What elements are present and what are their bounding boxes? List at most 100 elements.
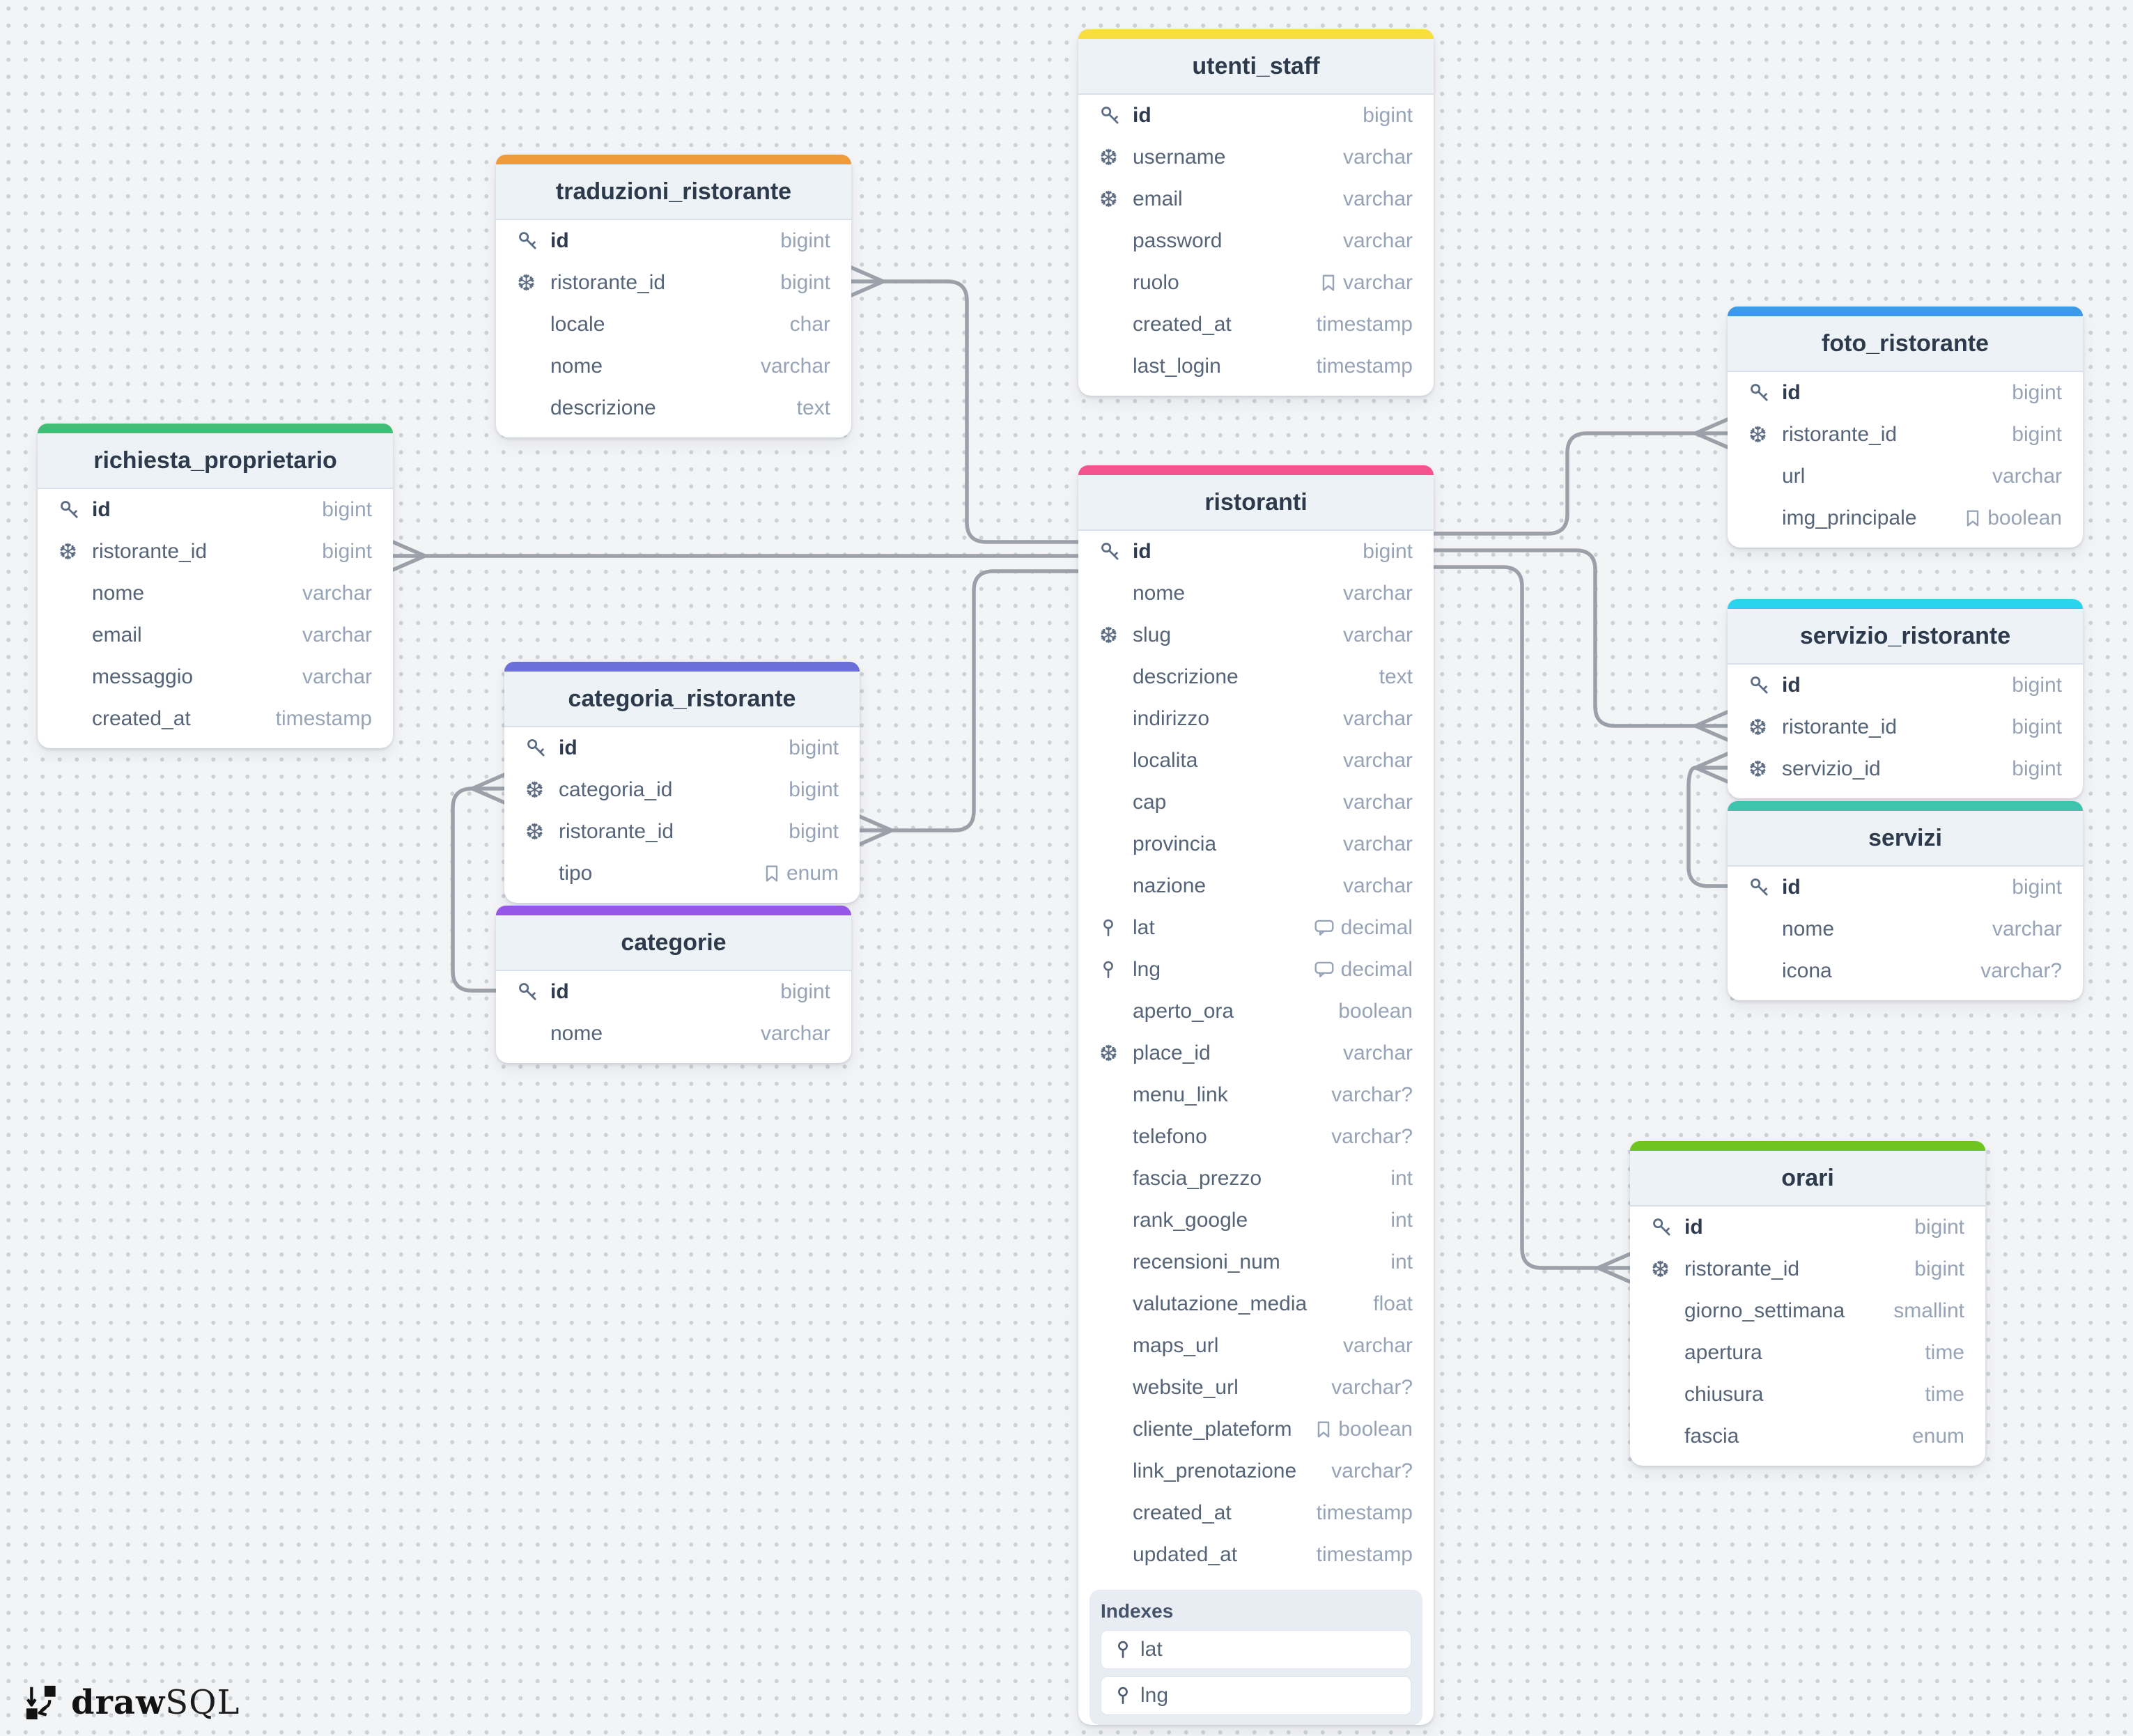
table-title[interactable]: categorie — [496, 915, 851, 971]
table-accent-bar — [1728, 307, 2083, 316]
table-fields: id bigint ❆ ristorante_id bigint giorno_setti… — [1630, 1207, 1985, 1466]
field-row: nome varchar — [38, 573, 393, 614]
table-categoria_ristorante[interactable]: categoria_ristorante id bigint ❆ categoria_… — [504, 662, 860, 903]
field-type: bigint — [1914, 1216, 1964, 1239]
field-type-text: varchar — [1342, 1334, 1413, 1357]
field-name: website_url — [1133, 1376, 1239, 1399]
field-type-text: varchar — [302, 623, 372, 646]
field-type: int — [1390, 1250, 1413, 1274]
field-type: varchar — [1343, 1041, 1413, 1065]
field-type-text: varchar — [1342, 582, 1413, 605]
foreign-key-icon: ❆ — [59, 538, 77, 565]
table-title[interactable]: servizio_ristorante — [1728, 609, 2083, 665]
drawsql-logo-icon — [26, 1685, 56, 1720]
field-row: ❆ ristorante_id bigint — [1630, 1248, 1985, 1290]
table-accent-bar — [1728, 801, 2083, 811]
key-icon — [1748, 876, 1782, 899]
field-name: ristorante_id — [550, 271, 666, 294]
index-pill[interactable]: lat — [1101, 1630, 1411, 1669]
index-pill[interactable]: lng — [1101, 1676, 1411, 1715]
table-ristoranti[interactable]: ristoranti id bigint nome varchar ❆ slug varch… — [1078, 465, 1434, 1725]
field-row: last_login timestamp — [1078, 346, 1434, 387]
field-name: id — [550, 229, 569, 252]
field-type: bigint — [2012, 423, 2062, 447]
field-type-text: int — [1390, 1167, 1413, 1190]
field-name: password — [1133, 229, 1223, 252]
field-type: char — [790, 313, 830, 336]
field-name: nazione — [1133, 874, 1207, 897]
table-orari[interactable]: orari id bigint ❆ ristorante_id bigint giorno… — [1630, 1141, 1985, 1466]
field-type: varchar — [1343, 146, 1413, 169]
table-utenti_staff[interactable]: utenti_staff id bigint ❆ username varchar ❆ em… — [1078, 29, 1434, 396]
table-traduzioni_ristorante[interactable]: traduzioni_ristorante id bigint ❆ ristorant… — [496, 155, 851, 437]
field-type: boolean — [1965, 506, 2062, 530]
field-type: varchar — [1343, 832, 1413, 856]
field-row: locale char — [496, 304, 851, 346]
field-row: email varchar — [38, 614, 393, 656]
field-type-text: varchar — [1342, 832, 1413, 855]
field-type-text: bigint — [2012, 674, 2062, 697]
table-servizi[interactable]: servizi id bigint nome varchar icona varchar? — [1728, 801, 2083, 1000]
field-row: ❆ ristorante_id bigint — [38, 531, 393, 573]
table-richiesta_proprietario[interactable]: richiesta_proprietario id bigint ❆ ristoran… — [38, 424, 393, 748]
crow-foot — [391, 540, 427, 572]
field-type: varchar — [302, 665, 372, 689]
table-title[interactable]: foto_ristorante — [1728, 316, 2083, 372]
field-type-text: boolean — [1987, 506, 2062, 529]
table-title[interactable]: utenti_staff — [1078, 39, 1434, 95]
table-fields: id bigint nome varchar icona varchar? — [1728, 867, 2083, 1000]
field-row: link_prenotazione varchar? — [1078, 1450, 1434, 1492]
field-type: bigint — [780, 229, 830, 253]
table-categorie[interactable]: categorie id bigint nome varchar — [496, 906, 851, 1063]
table-fields: id bigint ❆ username varchar ❆ email varchar pas… — [1078, 95, 1434, 396]
foreign-key-icon: ❆ — [1651, 1256, 1670, 1282]
relationship-line — [849, 265, 1080, 544]
table-title[interactable]: servizi — [1728, 811, 2083, 867]
field-name: nome — [92, 582, 145, 605]
table-title[interactable]: categoria_ristorante — [504, 672, 860, 727]
field-name: id — [550, 980, 569, 1003]
bookmark-icon — [1321, 274, 1336, 292]
field-name: cap — [1133, 791, 1167, 814]
bookmark-icon — [764, 865, 779, 883]
field-type-text: bigint — [789, 778, 839, 801]
field-row: icona varchar? — [1728, 950, 2083, 992]
field-row: ❆ email varchar — [1078, 178, 1434, 220]
field-type-text: bigint — [1914, 1257, 1964, 1280]
field-row: ❆ slug varchar — [1078, 614, 1434, 656]
field-name: last_login — [1133, 355, 1221, 378]
table-title[interactable]: traduzioni_ristorante — [496, 164, 851, 220]
field-type: varchar — [761, 1022, 830, 1046]
field-name: lat — [1133, 916, 1155, 939]
field-type: int — [1390, 1209, 1413, 1232]
crow-foot — [1596, 1252, 1632, 1284]
field-name: indirizzo — [1133, 707, 1210, 730]
field-row: nome varchar — [1078, 573, 1434, 614]
field-name: id — [92, 498, 111, 521]
field-name: rank_google — [1133, 1209, 1248, 1232]
table-title[interactable]: orari — [1630, 1151, 1985, 1207]
field-row: created_at timestamp — [1078, 304, 1434, 346]
table-servizio_ristorante[interactable]: servizio_ristorante id bigint ❆ ristorante_… — [1728, 599, 2083, 798]
table-fields: id bigint nome varchar — [496, 971, 851, 1063]
field-row: localita varchar — [1078, 740, 1434, 782]
location-pin-icon — [1099, 960, 1133, 979]
field-name: ruolo — [1133, 271, 1179, 294]
field-name: username — [1133, 146, 1226, 169]
field-row: lat decimal — [1078, 907, 1434, 949]
field-type-text: char — [789, 313, 830, 336]
field-type: timestamp — [276, 707, 372, 731]
field-type-text: enum — [786, 862, 839, 885]
table-accent-bar — [496, 155, 851, 164]
field-name: url — [1782, 465, 1806, 488]
field-type: varchar — [1343, 749, 1413, 773]
crow-foot — [1693, 417, 1730, 449]
table-title[interactable]: ristoranti — [1078, 475, 1434, 531]
table-foto_ristorante[interactable]: foto_ristorante id bigint ❆ ristorante_id bi… — [1728, 307, 2083, 548]
table-title[interactable]: richiesta_proprietario — [38, 433, 393, 489]
field-type-text: bigint — [780, 229, 830, 252]
field-name: icona — [1782, 959, 1832, 982]
field-type-text: varchar — [1992, 917, 2062, 940]
field-row: website_url varchar? — [1078, 1367, 1434, 1409]
